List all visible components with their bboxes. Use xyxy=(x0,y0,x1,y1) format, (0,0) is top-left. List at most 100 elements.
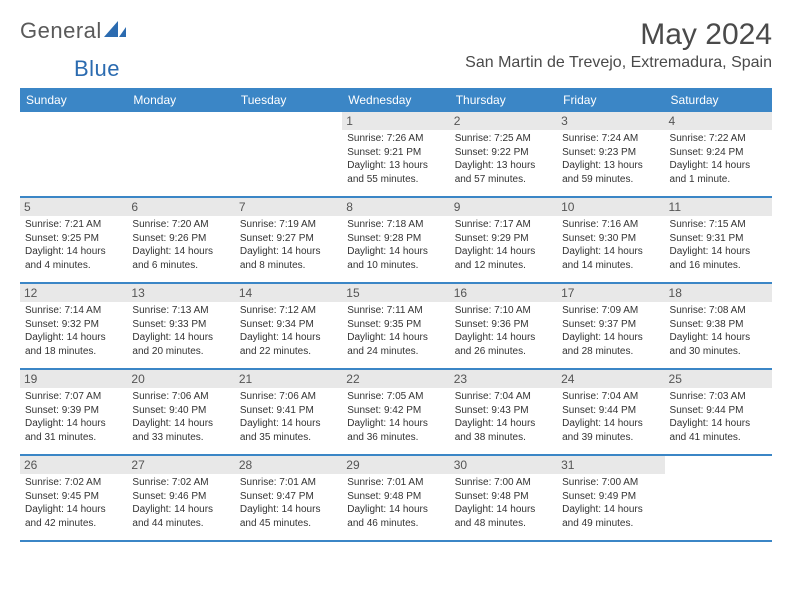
daylight-text: Daylight: 14 hours and 35 minutes. xyxy=(240,417,337,444)
day-number: 11 xyxy=(665,198,772,216)
sunrise-text: Sunrise: 7:25 AM xyxy=(455,132,552,146)
day-number: 12 xyxy=(20,284,127,302)
daylight-text: Daylight: 14 hours and 38 minutes. xyxy=(455,417,552,444)
sunrise-text: Sunrise: 7:04 AM xyxy=(455,390,552,404)
day-number: 27 xyxy=(127,456,234,474)
sunrise-text: Sunrise: 7:09 AM xyxy=(562,304,659,318)
daylight-text: Daylight: 14 hours and 6 minutes. xyxy=(132,245,229,272)
sunset-text: Sunset: 9:26 PM xyxy=(132,232,229,246)
sunrise-text: Sunrise: 7:01 AM xyxy=(347,476,444,490)
daylight-text: Daylight: 14 hours and 4 minutes. xyxy=(25,245,122,272)
day-number: 24 xyxy=(557,370,664,388)
daylight-text: Daylight: 14 hours and 10 minutes. xyxy=(347,245,444,272)
sunset-text: Sunset: 9:28 PM xyxy=(347,232,444,246)
sunset-text: Sunset: 9:39 PM xyxy=(25,404,122,418)
day-number: 25 xyxy=(665,370,772,388)
sunset-text: Sunset: 9:41 PM xyxy=(240,404,337,418)
day-cell: 17Sunrise: 7:09 AMSunset: 9:37 PMDayligh… xyxy=(557,284,664,368)
sunrise-text: Sunrise: 7:18 AM xyxy=(347,218,444,232)
sunrise-text: Sunrise: 7:22 AM xyxy=(670,132,767,146)
sunrise-text: Sunrise: 7:17 AM xyxy=(455,218,552,232)
day-number: 2 xyxy=(450,112,557,130)
sunrise-text: Sunrise: 7:20 AM xyxy=(132,218,229,232)
daylight-text: Daylight: 13 hours and 57 minutes. xyxy=(455,159,552,186)
daylight-text: Daylight: 14 hours and 18 minutes. xyxy=(25,331,122,358)
sunset-text: Sunset: 9:44 PM xyxy=(562,404,659,418)
day-cell: 16Sunrise: 7:10 AMSunset: 9:36 PMDayligh… xyxy=(450,284,557,368)
day-number: 4 xyxy=(665,112,772,130)
day-cell: 23Sunrise: 7:04 AMSunset: 9:43 PMDayligh… xyxy=(450,370,557,454)
sunrise-text: Sunrise: 7:21 AM xyxy=(25,218,122,232)
sunrise-text: Sunrise: 7:02 AM xyxy=(132,476,229,490)
day-cell: 30 Sunrise: 7:00 AMSunset: 9:48 PMDayligh… xyxy=(450,456,557,540)
weekday-friday: Friday xyxy=(557,88,664,112)
day-cell: 13Sunrise: 7:13 AMSunset: 9:33 PMDayligh… xyxy=(127,284,234,368)
day-number: 13 xyxy=(127,284,234,302)
sunset-text: Sunset: 9:49 PM xyxy=(562,490,659,504)
sunset-text: Sunset: 9:45 PM xyxy=(25,490,122,504)
sunrise-text: Sunrise: 7:00 AM xyxy=(562,476,659,490)
day-number: 26 xyxy=(20,456,127,474)
day-cell: 22Sunrise: 7:05 AMSunset: 9:42 PMDayligh… xyxy=(342,370,449,454)
sunset-text: Sunset: 9:38 PM xyxy=(670,318,767,332)
day-number: 28 xyxy=(235,456,342,474)
daylight-text: Daylight: 14 hours and 42 minutes. xyxy=(25,503,122,530)
day-cell: 20Sunrise: 7:06 AMSunset: 9:40 PMDayligh… xyxy=(127,370,234,454)
day-cell: 15Sunrise: 7:11 AMSunset: 9:35 PMDayligh… xyxy=(342,284,449,368)
sunset-text: Sunset: 9:48 PM xyxy=(455,490,552,504)
daylight-text: Daylight: 14 hours and 48 minutes. xyxy=(455,503,552,530)
day-number: 18 xyxy=(665,284,772,302)
logo-sail-icon xyxy=(104,19,126,44)
daylight-text: Daylight: 14 hours and 28 minutes. xyxy=(562,331,659,358)
day-cell: 3Sunrise: 7:24 AMSunset: 9:23 PMDaylight… xyxy=(557,112,664,196)
day-number: 8 xyxy=(342,198,449,216)
weekday-monday: Monday xyxy=(127,88,234,112)
day-cell-empty xyxy=(127,112,234,196)
day-cell: 2 Sunrise: 7:25 AMSunset: 9:22 PMDaylight… xyxy=(450,112,557,196)
week-row: 26Sunrise: 7:02 AMSunset: 9:45 PMDayligh… xyxy=(20,456,772,542)
sunrise-text: Sunrise: 7:01 AM xyxy=(240,476,337,490)
sunset-text: Sunset: 9:35 PM xyxy=(347,318,444,332)
daylight-text: Daylight: 14 hours and 36 minutes. xyxy=(347,417,444,444)
sunset-text: Sunset: 9:37 PM xyxy=(562,318,659,332)
daylight-text: Daylight: 14 hours and 49 minutes. xyxy=(562,503,659,530)
day-cell-empty xyxy=(235,112,342,196)
day-number: 31 xyxy=(557,456,664,474)
day-cell: 8 Sunrise: 7:18 AMSunset: 9:28 PMDaylight… xyxy=(342,198,449,282)
daylight-text: Daylight: 14 hours and 45 minutes. xyxy=(240,503,337,530)
sunset-text: Sunset: 9:42 PM xyxy=(347,404,444,418)
week-row: 12Sunrise: 7:14 AMSunset: 9:32 PMDayligh… xyxy=(20,284,772,370)
day-cell: 12Sunrise: 7:14 AMSunset: 9:32 PMDayligh… xyxy=(20,284,127,368)
sunset-text: Sunset: 9:36 PM xyxy=(455,318,552,332)
week-row: 19Sunrise: 7:07 AMSunset: 9:39 PMDayligh… xyxy=(20,370,772,456)
day-cell: 4Sunrise: 7:22 AMSunset: 9:24 PMDaylight… xyxy=(665,112,772,196)
day-number: 29 xyxy=(342,456,449,474)
day-cell: 10Sunrise: 7:16 AMSunset: 9:30 PMDayligh… xyxy=(557,198,664,282)
day-cell: 18Sunrise: 7:08 AMSunset: 9:38 PMDayligh… xyxy=(665,284,772,368)
day-cell: 26Sunrise: 7:02 AMSunset: 9:45 PMDayligh… xyxy=(20,456,127,540)
day-cell: 25Sunrise: 7:03 AMSunset: 9:44 PMDayligh… xyxy=(665,370,772,454)
sunrise-text: Sunrise: 7:00 AM xyxy=(455,476,552,490)
day-cell: 19Sunrise: 7:07 AMSunset: 9:39 PMDayligh… xyxy=(20,370,127,454)
day-cell: 11Sunrise: 7:15 AMSunset: 9:31 PMDayligh… xyxy=(665,198,772,282)
sunset-text: Sunset: 9:30 PM xyxy=(562,232,659,246)
sunrise-text: Sunrise: 7:04 AM xyxy=(562,390,659,404)
daylight-text: Daylight: 13 hours and 59 minutes. xyxy=(562,159,659,186)
daylight-text: Daylight: 14 hours and 44 minutes. xyxy=(132,503,229,530)
day-number: 22 xyxy=(342,370,449,388)
day-number: 30 xyxy=(450,456,557,474)
sunrise-text: Sunrise: 7:03 AM xyxy=(670,390,767,404)
sunrise-text: Sunrise: 7:08 AM xyxy=(670,304,767,318)
week-row: 5Sunrise: 7:21 AMSunset: 9:25 PMDaylight… xyxy=(20,198,772,284)
weekday-saturday: Saturday xyxy=(665,88,772,112)
daylight-text: Daylight: 14 hours and 39 minutes. xyxy=(562,417,659,444)
weekday-tuesday: Tuesday xyxy=(235,88,342,112)
daylight-text: Daylight: 14 hours and 24 minutes. xyxy=(347,331,444,358)
day-number: 19 xyxy=(20,370,127,388)
sunset-text: Sunset: 9:22 PM xyxy=(455,146,552,160)
day-number: 9 xyxy=(450,198,557,216)
day-number: 20 xyxy=(127,370,234,388)
sunset-text: Sunset: 9:34 PM xyxy=(240,318,337,332)
day-number: 7 xyxy=(235,198,342,216)
weekday-header-row: SundayMondayTuesdayWednesdayThursdayFrid… xyxy=(20,88,772,112)
